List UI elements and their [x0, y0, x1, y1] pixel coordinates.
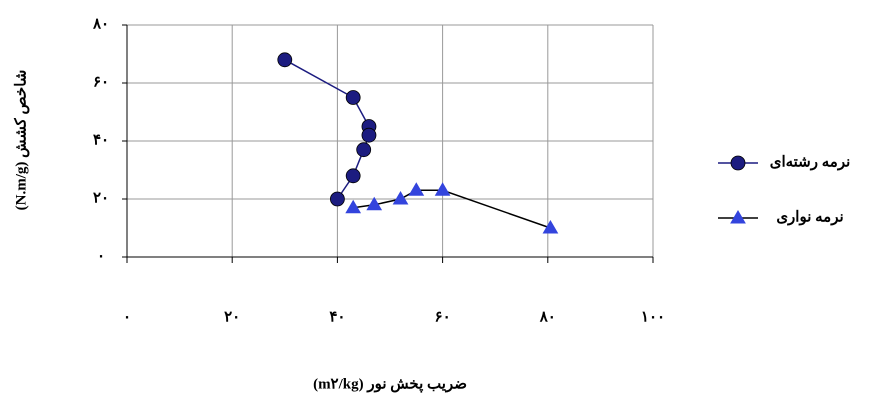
data-point	[361, 127, 377, 143]
x-axis-title: ضریب پخش نور (m۲/kg)	[313, 376, 467, 393]
y-tick-label: ۲۰	[93, 190, 109, 206]
y-axis-title: شاخص کشش (N.m/g)	[13, 70, 29, 211]
x-tick-label: ۶۰	[435, 309, 451, 325]
series-line	[353, 189, 551, 229]
data-point	[345, 90, 361, 105]
data-point	[392, 191, 409, 205]
legend-marker	[730, 210, 746, 224]
legend-marker	[730, 155, 746, 171]
legend-label: نرمه نواری	[776, 209, 843, 225]
data-point	[408, 182, 425, 196]
data-point	[277, 52, 293, 68]
x-tick-label: ۸۰	[539, 309, 556, 325]
y-tick-label: ۰	[97, 248, 105, 264]
data-point	[345, 199, 362, 214]
x-tick-label: ۴۰	[329, 309, 345, 325]
y-tick-label: ۶۰	[93, 74, 109, 90]
data-point	[542, 220, 559, 234]
data-point	[356, 142, 372, 158]
data-point	[345, 168, 361, 184]
x-tick-label: ۱۰۰	[641, 309, 665, 325]
x-tick-label: ۰	[123, 309, 131, 325]
y-tick-label: ۴۰	[93, 132, 109, 148]
data-point	[434, 182, 451, 196]
x-tick-label: ۲۰	[224, 309, 240, 325]
y-tick-label: ۸۰	[92, 16, 109, 32]
data-point	[366, 196, 383, 211]
legend-label: نرمه رشته‌ای	[770, 154, 851, 170]
data-point	[329, 191, 345, 207]
